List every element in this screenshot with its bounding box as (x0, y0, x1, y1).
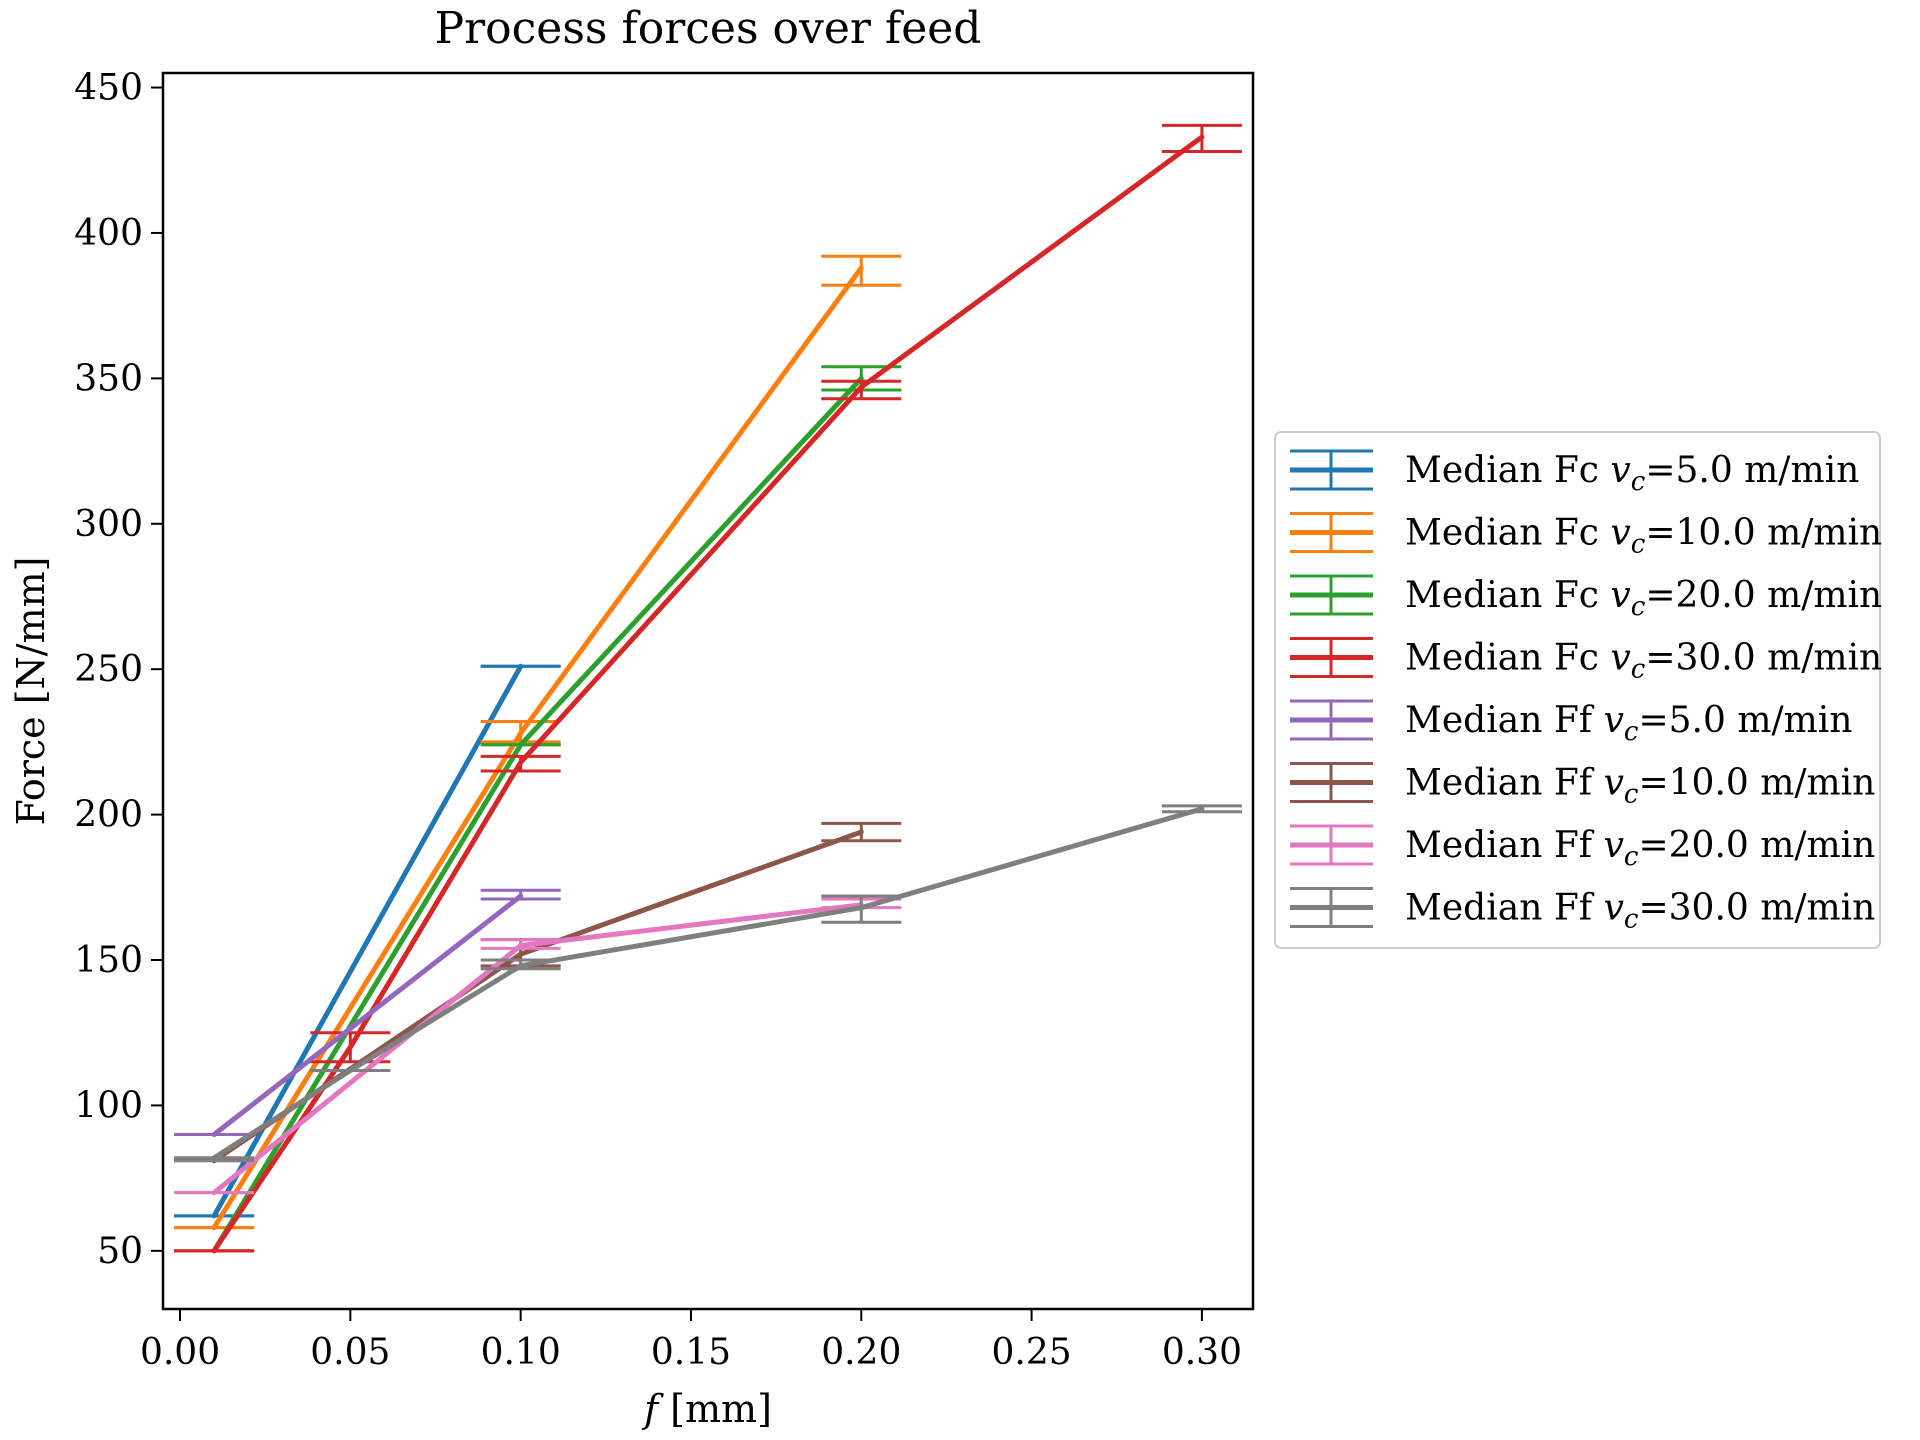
y-tick-label: 300 (74, 504, 143, 545)
legend-label: Median Fc vc=10.0 m/min (1405, 513, 1882, 560)
legend-entry: Median Ff vc=30.0 m/min (1290, 887, 1875, 935)
series-line (211, 134, 1205, 1254)
series-line (211, 893, 524, 1137)
legend-label: Median Fc vc=30.0 m/min (1405, 638, 1882, 685)
legend-entry: Median Ff vc=5.0 m/min (1290, 699, 1852, 747)
x-tick-label: 0.10 (481, 1332, 561, 1373)
y-tick-label: 250 (74, 649, 143, 690)
x-axis-unit: [mm] (670, 1387, 772, 1431)
series-8 (174, 804, 1242, 1163)
x-tick-label: 0.20 (821, 1332, 901, 1373)
y-tick-label: 200 (74, 795, 143, 836)
x-tick-label: 0.25 (992, 1332, 1072, 1373)
y-axis-title: Force [N/mm] (9, 557, 53, 826)
series-5 (174, 888, 561, 1137)
series-line (211, 375, 864, 1254)
y-tick-label: 150 (74, 940, 143, 981)
y-tick-label: 400 (74, 213, 143, 254)
series-line (211, 663, 524, 1219)
x-tick-label: 0.05 (310, 1332, 390, 1373)
legend-label: Median Ff vc=30.0 m/min (1405, 888, 1875, 935)
plot-frame (161, 71, 1255, 1311)
y-axis: 50 100 150 200 250 300 350 400 450 (74, 68, 163, 1272)
x-tick-label: 0.00 (140, 1332, 220, 1373)
legend-label: Median Ff vc=20.0 m/min (1405, 825, 1875, 872)
x-axis: 0.00 0.05 0.10 0.15 0.20 0.25 0.30 (140, 1309, 1242, 1373)
legend-label: Median Ff vc=5.0 m/min (1405, 700, 1852, 747)
legend: Median Fc vc=5.0 m/min Median Fc vc=10.0 … (1274, 431, 1882, 949)
x-tick-label: 0.30 (1162, 1332, 1242, 1373)
series-4 (174, 123, 1242, 1254)
x-axis-variable: f (641, 1387, 664, 1431)
legend-entry: Median Fc vc=10.0 m/min (1290, 512, 1882, 560)
legend-entry: Median Ff vc=20.0 m/min (1290, 824, 1875, 872)
x-tick-label: 0.15 (651, 1332, 731, 1373)
legend-label: Median Ff vc=10.0 m/min (1405, 763, 1875, 810)
y-tick-label: 100 (74, 1085, 143, 1126)
legend-entry: Median Ff vc=10.0 m/min (1290, 762, 1875, 810)
series-6 (174, 821, 902, 1164)
chart-title: Process forces over feed (435, 3, 982, 54)
legend-label: Median Fc vc=20.0 m/min (1405, 575, 1882, 622)
y-tick-label: 50 (97, 1231, 143, 1272)
plot-area (161, 71, 1255, 1311)
legend-entry: Median Fc vc=5.0 m/min (1290, 449, 1859, 497)
legend-box (1274, 431, 1881, 949)
x-axis-title: f [mm] (641, 1387, 772, 1431)
y-tick-label: 350 (74, 358, 143, 399)
legend-entry: Median Fc vc=20.0 m/min (1290, 574, 1882, 622)
y-tick-label: 450 (74, 68, 143, 109)
legend-entry: Median Fc vc=30.0 m/min (1290, 637, 1882, 685)
series-line (211, 806, 1205, 1161)
series-line (211, 265, 864, 1231)
legend-label: Median Fc vc=5.0 m/min (1405, 450, 1859, 497)
